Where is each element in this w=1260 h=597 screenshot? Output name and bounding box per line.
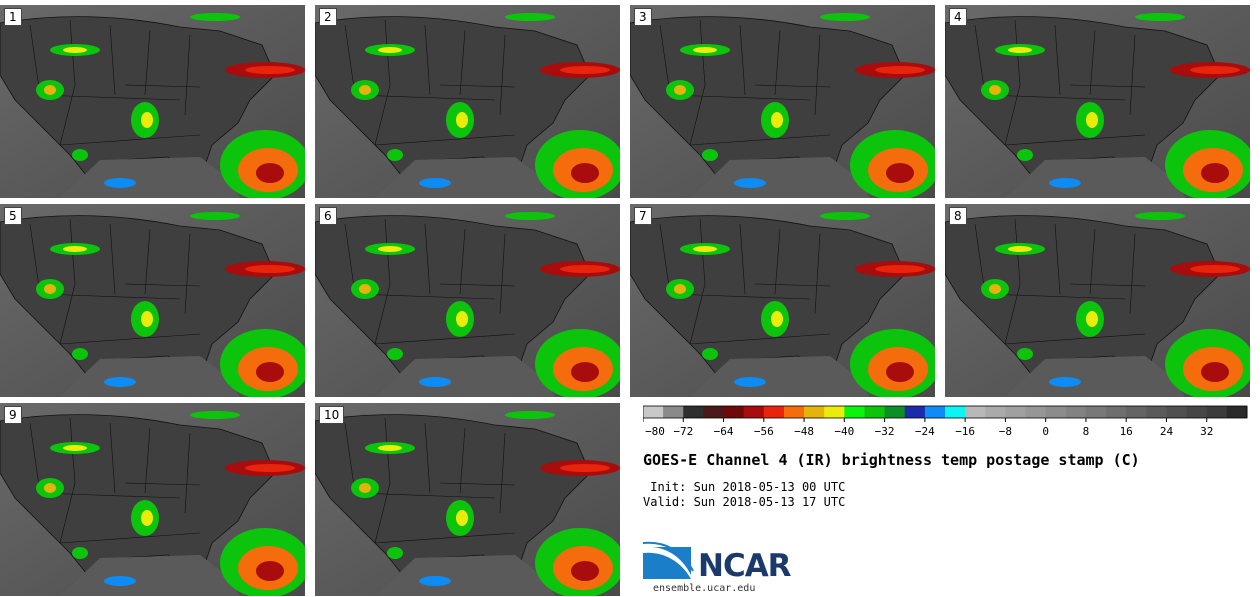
colorbar-swatch: [763, 406, 785, 418]
init-time: Init: Sun 2018-05-13 00 UTC: [643, 480, 846, 494]
map-panel: 3: [630, 5, 935, 198]
colorbar-swatch: [1065, 406, 1087, 418]
colorbar-tick-label: −56: [754, 425, 774, 438]
panel-number: 7: [634, 207, 652, 225]
colorbar-swatch: [723, 406, 745, 418]
panel-number: 4: [949, 8, 967, 26]
colorbar-tick-label: −48: [794, 425, 814, 438]
map-panel: 7: [630, 204, 935, 397]
panel-number: 5: [4, 207, 22, 225]
colorbar-swatch: [1025, 406, 1047, 418]
colorbar-tick-label: −64: [714, 425, 734, 438]
colorbar-swatch: [804, 406, 825, 418]
map-panel: 8: [945, 204, 1250, 397]
ncar-logo-icon: [643, 541, 694, 579]
colorbar-tick-label: −72: [673, 425, 693, 438]
colorbar-swatch: [844, 406, 865, 418]
colorbar-swatch: [1206, 406, 1228, 418]
colorbar-swatch: [884, 406, 906, 418]
map-panel: 1: [0, 5, 305, 198]
colorbar-swatch: [1186, 406, 1208, 418]
colorbar-swatch: [683, 406, 704, 418]
panel-number: 9: [4, 406, 22, 424]
colorbar-tick-label: 8: [1083, 425, 1090, 438]
logo-wordmark: NCAR: [698, 548, 792, 584]
panel-number: 10: [319, 406, 345, 424]
colorbar-swatch: [703, 406, 725, 418]
colorbar-tick-label: −80: [645, 425, 665, 438]
colorbar-tick-label: 24: [1160, 425, 1174, 438]
colorbar-tick-label: −40: [834, 425, 854, 438]
colorbar-tick-label: 32: [1200, 425, 1213, 438]
colorbar-swatch: [824, 406, 845, 418]
map-panel: 5: [0, 204, 305, 397]
colorbar-swatch: [1005, 406, 1027, 418]
panel-number: 2: [319, 8, 337, 26]
colorbar-swatch: [864, 406, 886, 418]
colorbar-tick-label: 16: [1120, 425, 1133, 438]
colorbar-swatch: [985, 406, 1006, 418]
map-panel: 2: [315, 5, 620, 198]
colorbar-swatch: [924, 406, 946, 418]
colorbar-swatch: [945, 406, 966, 418]
panel-number: 8: [949, 207, 967, 225]
colorbar-swatch: [1126, 406, 1147, 418]
colorbar-swatch: [965, 406, 986, 418]
colorbar: −80 −72 −64 −56 −48 −40 −32 −24 −16 −8 0 8 16 24 32: [643, 405, 1248, 438]
colorbar-swatch: [1085, 406, 1107, 418]
colorbar-swatch: [1226, 406, 1248, 418]
panel-number: 6: [319, 207, 337, 225]
colorbar-tick-label: −8: [999, 425, 1012, 438]
colorbar-tick-label: −32: [875, 425, 895, 438]
colorbar-tick-label: 0: [1042, 425, 1049, 438]
map-panel: 6: [315, 204, 620, 397]
map-panel: 10: [315, 403, 620, 596]
map-panel: 9: [0, 403, 305, 596]
colorbar-swatch: [1045, 406, 1067, 418]
colorbar-swatch: [663, 406, 684, 418]
colorbar-tick-label: −16: [955, 425, 975, 438]
logo-url: ensemble.ucar.edu: [653, 583, 756, 594]
panel-number: 1: [4, 8, 22, 26]
colorbar-swatch: [783, 406, 805, 418]
colorbar-swatch: [1146, 406, 1167, 418]
chart-title: GOES-E Channel 4 (IR) brightness temp po…: [643, 451, 1140, 469]
panel-number: 3: [634, 8, 652, 26]
colorbar-tick-label: −24: [915, 425, 935, 438]
valid-time: Valid: Sun 2018-05-13 17 UTC: [643, 495, 846, 509]
colorbar-swatch: [743, 406, 765, 418]
colorbar-swatch: [1166, 406, 1188, 418]
colorbar-swatch: [904, 406, 926, 418]
map-panel: 4: [945, 5, 1250, 198]
colorbar-swatch: [643, 406, 664, 418]
colorbar-swatch: [1106, 406, 1127, 418]
